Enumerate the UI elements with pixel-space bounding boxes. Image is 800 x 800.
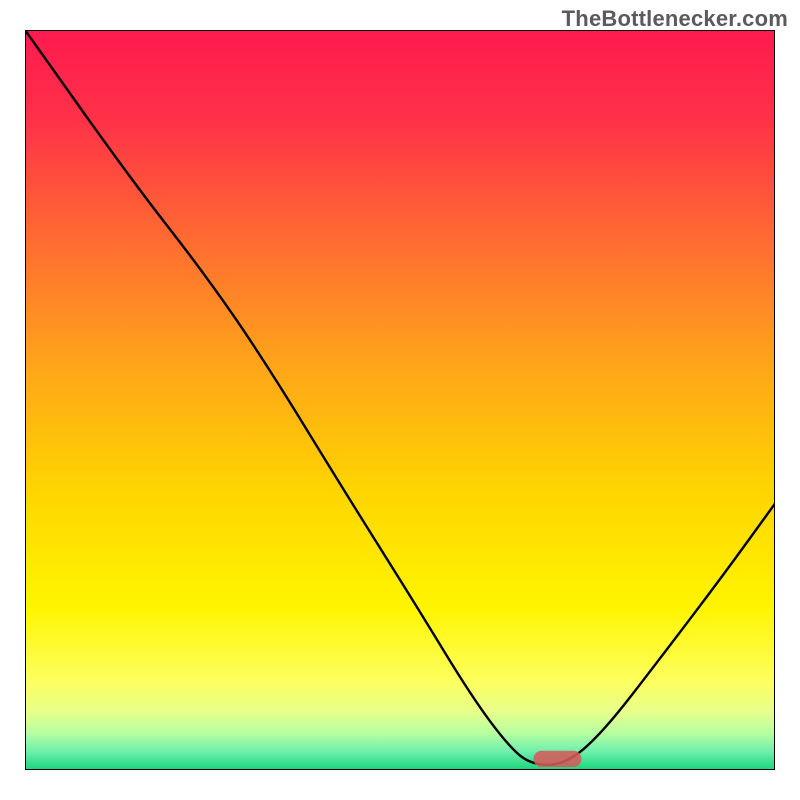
chart-svg (0, 0, 800, 800)
bottleneck-chart: TheBottlenecker.com (0, 0, 800, 800)
optimal-marker (534, 751, 582, 767)
plot-area (25, 30, 775, 770)
gradient-background (25, 30, 775, 770)
